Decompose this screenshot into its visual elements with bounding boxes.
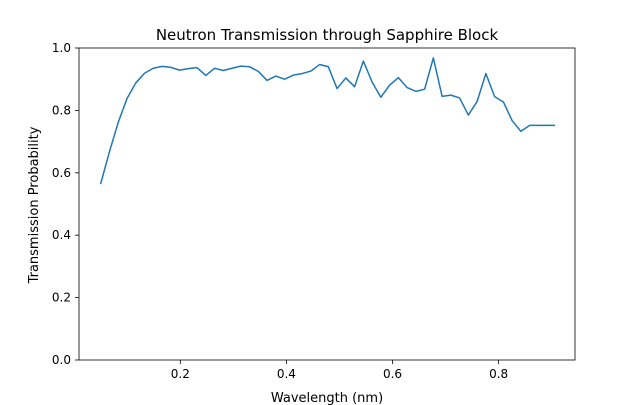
chart-title: Neutron Transmission through Sapphire Bl… bbox=[156, 26, 499, 44]
y-tick-label: 0.8 bbox=[52, 103, 71, 117]
x-tick-label: 0.4 bbox=[277, 367, 296, 381]
y-tick-label: 1.0 bbox=[52, 41, 71, 55]
y-tick-label: 0.6 bbox=[52, 166, 71, 180]
series-line-1 bbox=[99, 57, 556, 185]
y-tick-label: 0.0 bbox=[52, 353, 71, 367]
y-tick-label: 0.2 bbox=[52, 291, 71, 305]
plot-frame bbox=[78, 47, 576, 361]
x-tick-label: 0.8 bbox=[489, 367, 508, 381]
x-axis-label: Wavelength (nm) bbox=[271, 391, 383, 405]
x-tick-label: 0.2 bbox=[171, 367, 190, 381]
x-tick-label: 0.6 bbox=[383, 367, 402, 381]
plot-area: 0.2 0.4 0.6 0.8 0.0 0.2 0.4 0.6 0.8 1.0 bbox=[52, 41, 576, 381]
y-axis-label: Transmission Probability bbox=[27, 126, 42, 284]
y-tick-label: 0.4 bbox=[52, 228, 71, 242]
